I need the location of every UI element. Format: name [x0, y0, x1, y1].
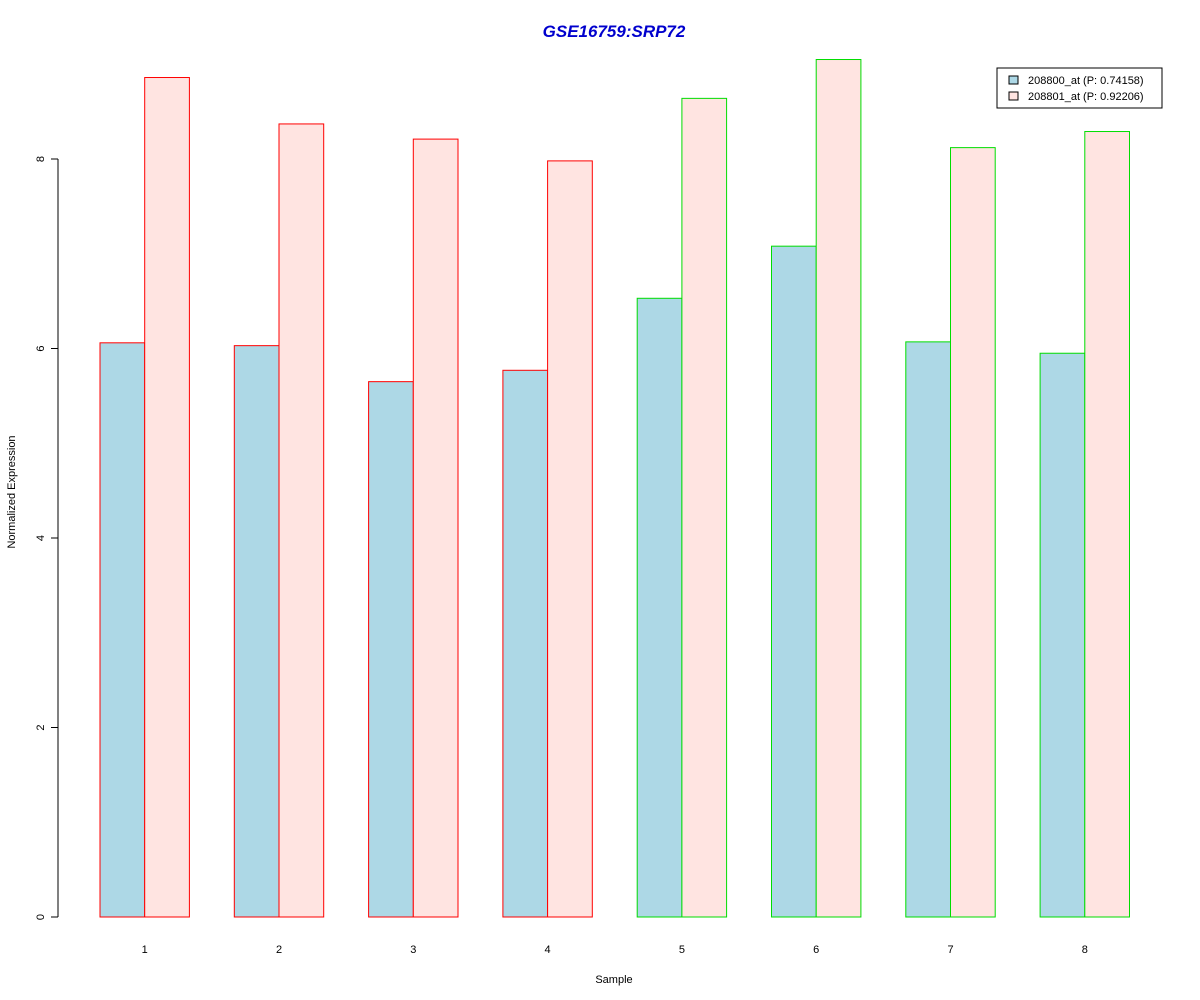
x-tick-label: 2	[276, 944, 282, 956]
legend-label: 208800_at (P: 0.74158)	[1028, 75, 1144, 87]
bar-sample-4-series-1	[502, 369, 549, 918]
bar-sample-1-series-1	[99, 342, 146, 918]
bar-sample-6-series-1	[771, 245, 817, 918]
bar-sample-2-series-1	[233, 345, 280, 918]
x-tick-label: 8	[1082, 944, 1088, 956]
bar-sample-7-series-2	[950, 147, 996, 918]
bar-sample-1-series-2	[144, 77, 190, 918]
x-tick-label: 1	[142, 944, 148, 956]
x-tick-label: 6	[813, 944, 819, 956]
y-axis-label: Normalized Expression	[6, 435, 18, 548]
legend-swatch	[1008, 75, 1019, 85]
y-tick-label: 6	[35, 345, 47, 351]
legend: 208800_at (P: 0.74158) 208801_at (P: 0.92…	[996, 67, 1163, 109]
bars-group	[99, 59, 1131, 918]
legend-box	[996, 67, 1163, 109]
bar-sample-7-series-1	[905, 341, 951, 918]
x-axis-label: Sample	[595, 974, 632, 986]
bar-sample-5-series-1	[636, 297, 683, 918]
y-tick-label: 2	[35, 724, 47, 730]
bar-sample-5-series-2	[681, 97, 728, 918]
x-tick-label: 3	[410, 944, 416, 956]
y-tick-label: 0	[35, 914, 47, 920]
x-tick-label: 7	[947, 944, 953, 956]
bar-sample-3-series-1	[368, 381, 414, 918]
bar-sample-6-series-2	[815, 59, 862, 918]
bar-sample-3-series-2	[412, 138, 459, 918]
x-tick-label: 5	[679, 944, 685, 956]
legend-swatch	[1008, 91, 1019, 101]
y-axis: 0 2 4 6 8	[35, 156, 59, 920]
bar-sample-2-series-2	[278, 123, 325, 918]
bar-sample-8-series-2	[1084, 131, 1131, 918]
bar-sample-8-series-1	[1039, 352, 1086, 918]
x-axis: 1 2 3 4 5 6 7 8	[142, 944, 1088, 956]
legend-label: 208801_at (P: 0.92206)	[1028, 91, 1144, 103]
y-tick-label: 8	[35, 156, 47, 162]
y-tick-label: 4	[35, 535, 47, 541]
bar-sample-4-series-2	[547, 160, 593, 918]
x-tick-label: 4	[545, 944, 551, 956]
chart-title: GSE16759:SRP72	[543, 22, 686, 41]
